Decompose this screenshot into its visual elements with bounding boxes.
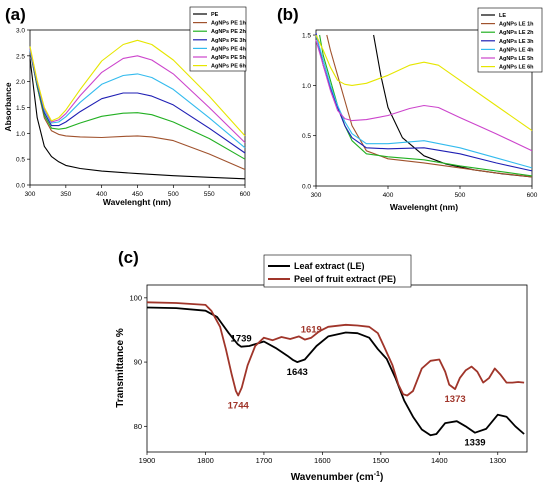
series-line-3 (29, 50, 246, 160)
legend-entry: AgNPs LE 5h (499, 56, 534, 62)
legend-entry: AgNPs LE 2h (499, 30, 534, 36)
x-tick-label: 300 (311, 192, 322, 199)
y-axis-label-a: Absorbance (3, 82, 13, 131)
x-tick-label: 400 (96, 191, 107, 198)
series-line-2 (146, 301, 525, 397)
x-axis-label-c-main: Wavenumber (cm (291, 472, 374, 483)
y-axis-label-c: Transmittance % (115, 328, 126, 408)
y-tick-label: 3.0 (16, 28, 25, 35)
series-line-7 (29, 39, 246, 137)
legend-c: Leaf extract (LE) Peel of fruit extract (… (263, 254, 412, 288)
series-line-6 (315, 39, 533, 152)
series-a (29, 39, 246, 180)
legend-b: LE AgNPs LE 1h AgNPs LE 2h AgNPs LE 3h AgNPs… (477, 7, 543, 73)
series-b (315, 32, 533, 178)
legend-box-b (477, 7, 543, 73)
legend-entry: Leaf extract (LE) (294, 261, 365, 271)
annotations-c: 1739 1643 1619 1744 1373 1339 (228, 325, 486, 449)
x-tick-label: 1700 (256, 456, 273, 465)
legend-entry: PE (211, 12, 219, 18)
series-line-2 (326, 34, 533, 178)
y-tick-label: 1.5 (16, 105, 25, 112)
plot-area-b (315, 29, 533, 187)
peak-annotation: 1643 (287, 367, 308, 378)
panel-label-c: (c) (118, 248, 139, 267)
series-line-5 (29, 49, 246, 149)
peak-annotation: 1619 (301, 325, 322, 336)
legend-entry: AgNPs PE 3h (211, 38, 246, 44)
peak-annotation: 1373 (445, 394, 466, 405)
x-tick-label: 500 (455, 192, 466, 199)
x-tick-label: 400 (383, 192, 394, 199)
x-axis-label-a: Wavelenght (nm) (103, 197, 171, 207)
series-line-2 (29, 50, 246, 171)
legend-box-a (189, 6, 247, 72)
legend-entry: AgNPs PE 1h (211, 21, 246, 27)
series-line-1 (29, 58, 246, 180)
legend-entry: AgNPs PE 5h (211, 55, 246, 61)
series-line-5 (315, 34, 533, 169)
peak-annotation: 1339 (464, 438, 485, 449)
series-line-1 (146, 306, 525, 437)
peak-annotation: 1739 (231, 334, 252, 345)
y-tick-label: 1.0 (16, 131, 25, 138)
panel-label-b: (b) (277, 5, 299, 24)
y-tick-label: 0.5 (16, 157, 25, 164)
x-tick-label: 350 (60, 191, 71, 198)
legend-box-c (263, 254, 412, 288)
series-line-7 (315, 34, 533, 132)
x-axis-label-c-end: ) (380, 472, 383, 483)
x-axis-label-c: Wavenumber (cm-1) (291, 471, 384, 483)
y-tick-label: 100 (129, 293, 142, 302)
y-tick-label: 2.0 (16, 79, 25, 86)
y-tick-label: 0.0 (16, 183, 25, 190)
legend-entry: AgNPs LE 6h (499, 65, 534, 71)
legend-entry: AgNPs LE 1h (499, 22, 534, 28)
x-tick-label: 1500 (373, 456, 390, 465)
ticks-c: 1900 1800 1700 1600 1500 1400 1300 80 90 100 (129, 293, 506, 465)
legend-entry: AgNPs PE 2h (211, 29, 246, 35)
x-axis-label-c-sup: -1 (374, 471, 380, 478)
x-tick-label: 1400 (431, 456, 448, 465)
y-tick-label: 0.0 (302, 184, 311, 191)
ticks-b: 300 400 500 600 0.0 0.5 1.0 1.5 (302, 33, 538, 199)
series-c (146, 301, 525, 437)
y-tick-label: 90 (134, 358, 142, 367)
legend-entry: AgNPs LE 4h (499, 47, 534, 53)
x-tick-label: 1900 (139, 456, 156, 465)
panel-label-a: (a) (5, 5, 26, 24)
x-tick-label: 300 (25, 191, 36, 198)
y-tick-label: 1.0 (302, 83, 311, 90)
x-tick-label: 600 (527, 192, 538, 199)
legend-entry: AgNPs LE 3h (499, 39, 534, 45)
peak-annotation: 1744 (228, 400, 250, 411)
ticks-a: 300 350 400 450 500 550 600 0.0 0.5 1.0 1.5 2.0 2.5 3… (16, 28, 251, 199)
x-tick-label: 500 (168, 191, 179, 198)
x-tick-label: 600 (240, 191, 251, 198)
x-tick-label: 1600 (314, 456, 331, 465)
y-tick-label: 2.5 (16, 53, 25, 60)
legend-entry: AgNPs PE 4h (211, 46, 246, 52)
series-line-4 (315, 32, 533, 172)
x-tick-label: 1300 (489, 456, 506, 465)
legend-entry: Peel of fruit extract (PE) (294, 274, 396, 284)
y-tick-label: 0.5 (302, 133, 311, 140)
legend-entry: AgNPs PE 6h (211, 64, 246, 70)
x-tick-label: 1800 (197, 456, 214, 465)
series-line-4 (29, 50, 246, 154)
legend-a: PE AgNPs PE 1h AgNPs PE 2h AgNPs PE 3h AgNPs… (189, 6, 247, 72)
x-axis-label-b: Wavelenght (nm) (390, 202, 458, 212)
legend-entry: LE (499, 13, 506, 19)
y-tick-label: 1.5 (302, 33, 311, 40)
y-tick-label: 80 (134, 422, 142, 431)
series-line-3 (319, 34, 533, 177)
x-tick-label: 450 (132, 191, 143, 198)
x-tick-label: 550 (204, 191, 215, 198)
